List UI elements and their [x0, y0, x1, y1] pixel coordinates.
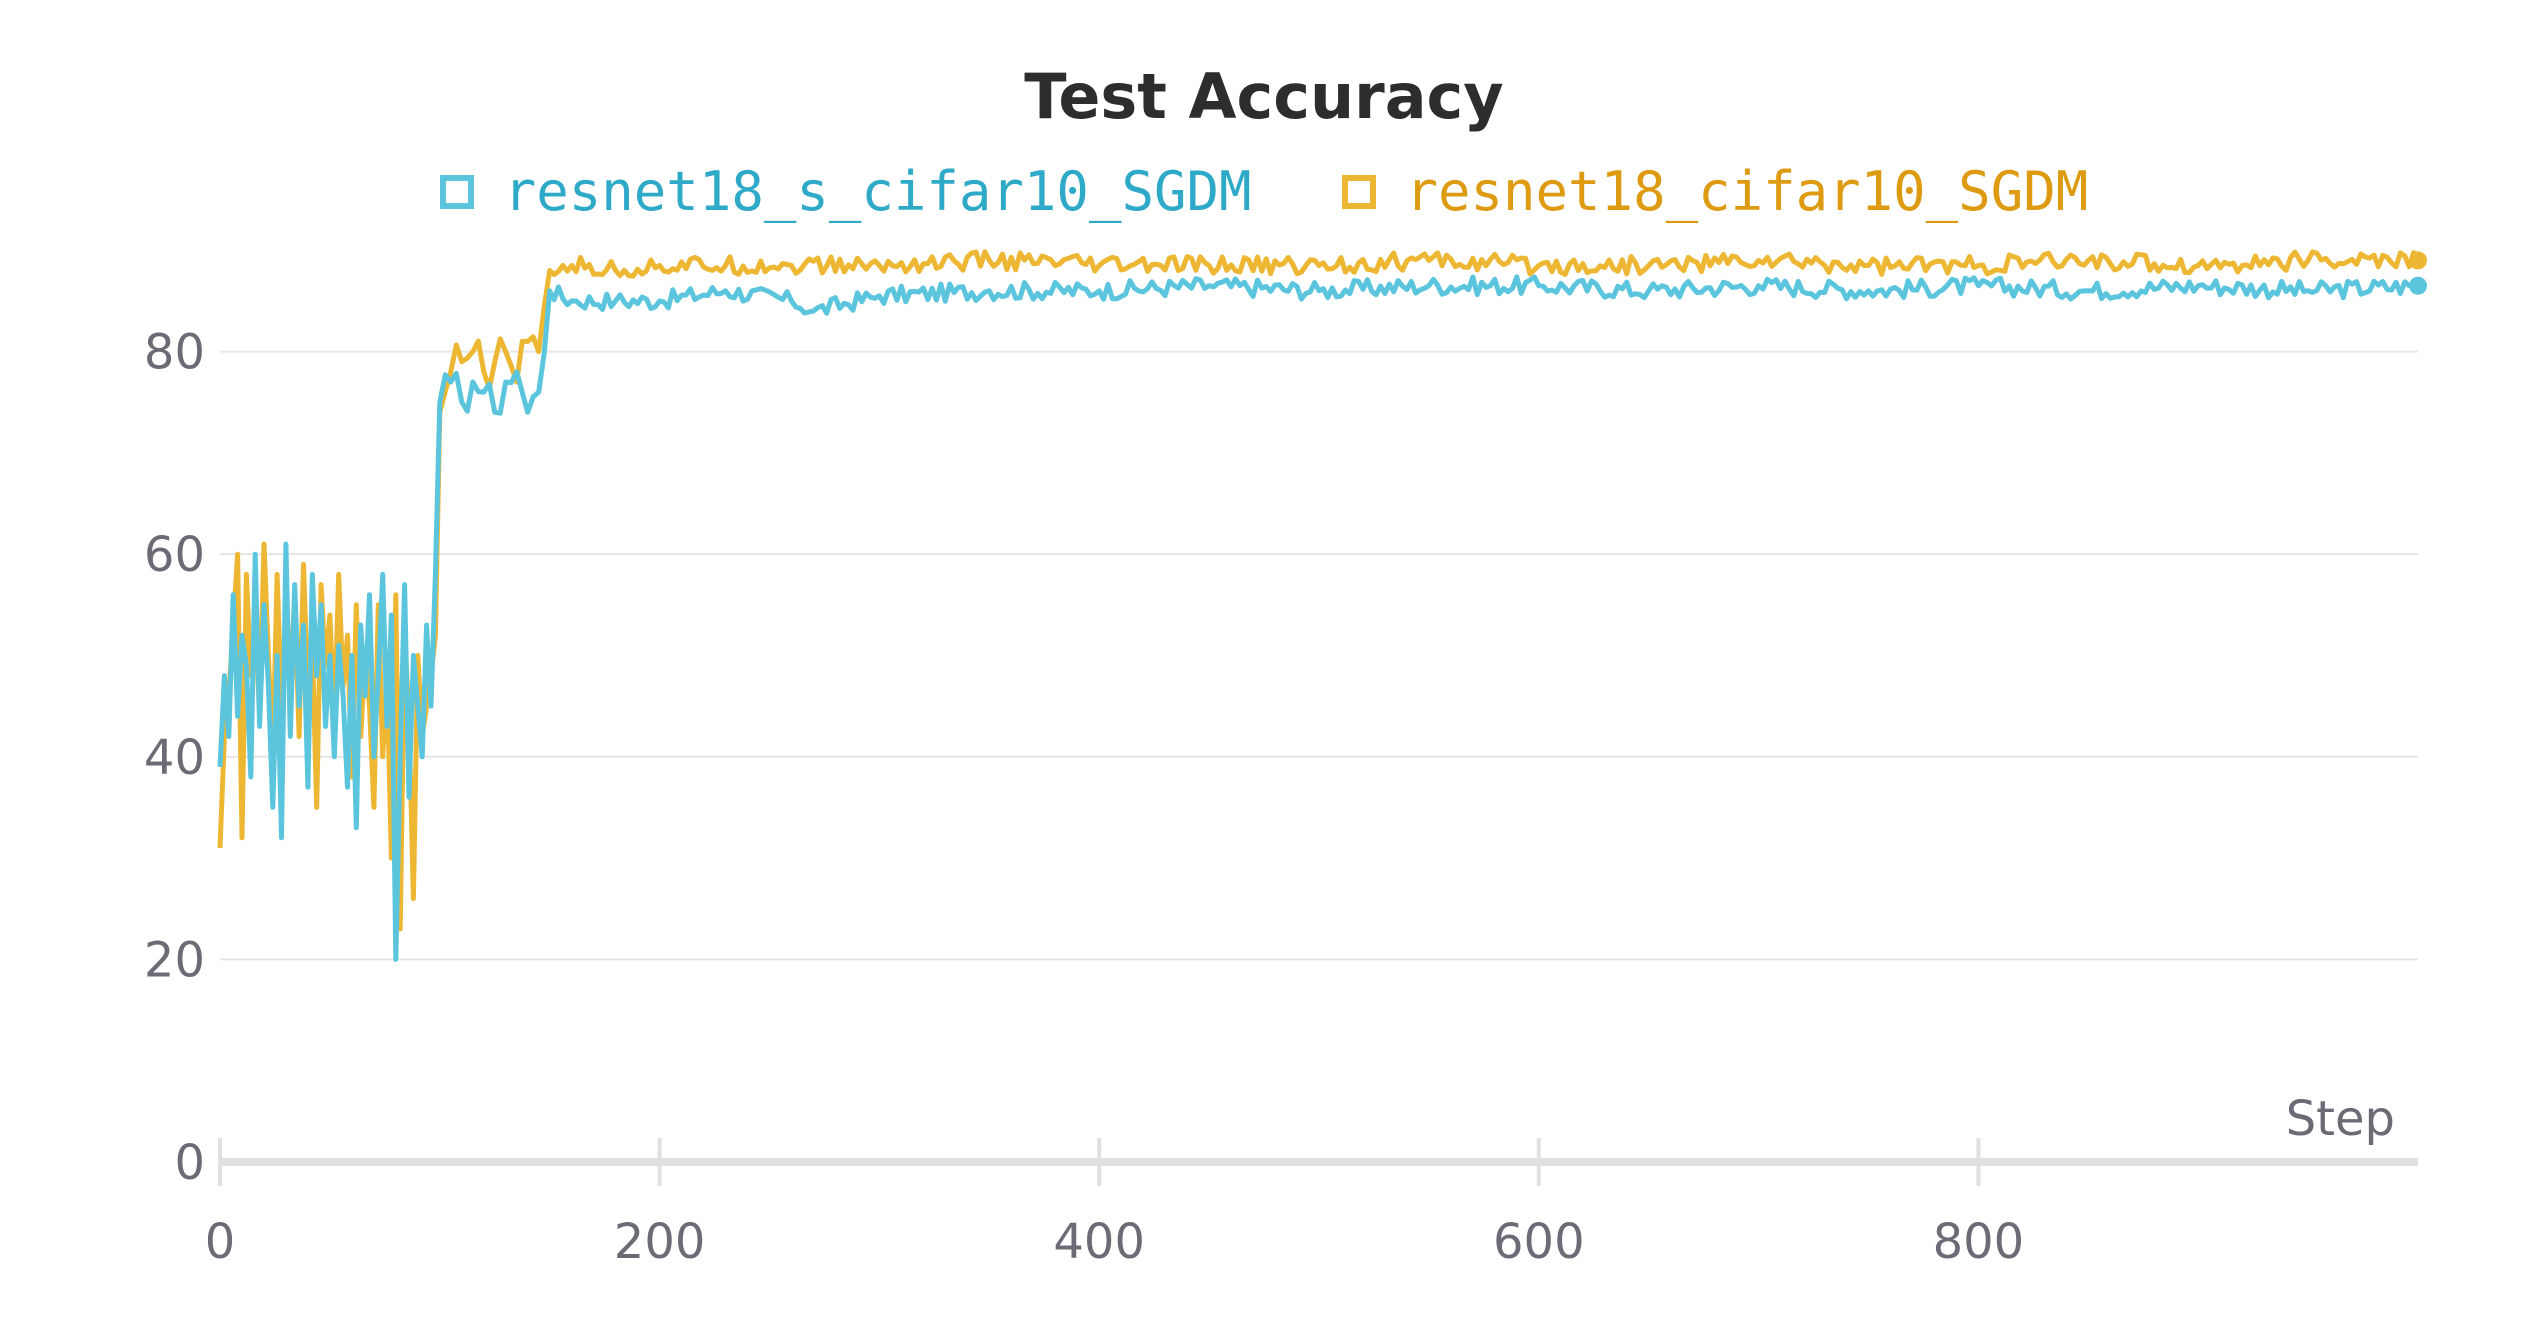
- series-line-0: [217, 274, 2419, 962]
- x-tick-label: 400: [1053, 1214, 1145, 1270]
- series-end-marker-0: [2409, 276, 2427, 295]
- series-line-1: [217, 249, 2421, 932]
- y-tick-label: 0: [174, 1135, 205, 1191]
- legend-label: resnet18_s_cifar10_SGDM: [503, 160, 1252, 223]
- legend-entry-resnet18[interactable]: resnet18_cifar10_SGDM: [1341, 160, 2089, 223]
- legend-swatch-icon: [439, 174, 474, 209]
- x-tick-label: 800: [1933, 1214, 2025, 1270]
- y-tick-label: 20: [144, 932, 205, 988]
- series-end-marker-1: [2409, 251, 2427, 270]
- x-axis: 0 200 400 600 800: [205, 1138, 2418, 1270]
- x-tick-label: 200: [614, 1214, 706, 1270]
- x-tick-label: 600: [1493, 1214, 1585, 1270]
- chart-title: Test Accuracy: [1024, 60, 1504, 133]
- y-tick-label: 60: [144, 527, 205, 583]
- x-axis-label: Step: [2286, 1091, 2395, 1147]
- y-axis: 0 20 40 60 80: [144, 325, 205, 1191]
- series-lines: [217, 249, 2427, 962]
- gridlines: [220, 350, 2418, 961]
- x-tick-label: 0: [205, 1214, 236, 1270]
- y-tick-label: 40: [144, 730, 205, 786]
- y-tick-label: 80: [144, 325, 205, 381]
- legend: resnet18_s_cifar10_SGDM resnet18_cifar10…: [0, 160, 2528, 223]
- legend-label: resnet18_cifar10_SGDM: [1405, 160, 2089, 223]
- legend-entry-resnet18-s[interactable]: resnet18_s_cifar10_SGDM: [439, 160, 1252, 223]
- legend-swatch-icon: [1341, 174, 1376, 209]
